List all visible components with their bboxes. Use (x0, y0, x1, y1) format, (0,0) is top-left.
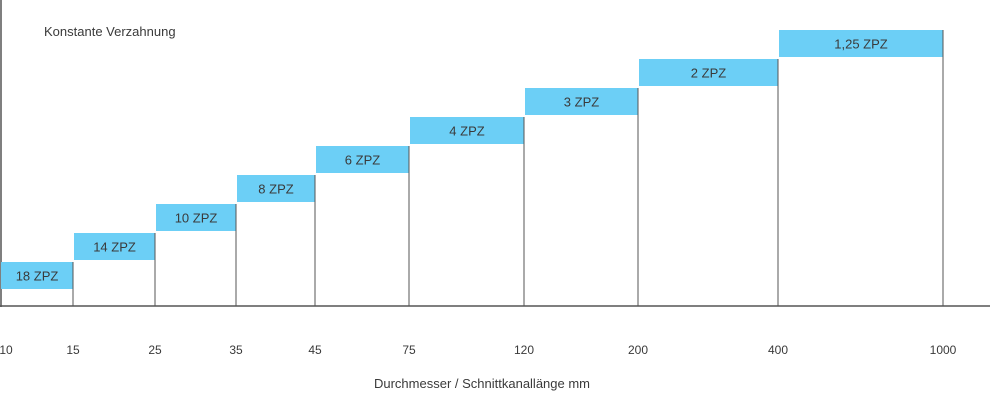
bar-label: 14 ZPZ (93, 240, 136, 255)
bar-label: 2 ZPZ (691, 66, 726, 81)
bar (639, 59, 778, 86)
bar-label: 3 ZPZ (564, 95, 599, 110)
x-tick-label: 45 (308, 343, 322, 357)
bar (237, 175, 315, 202)
bar-label: 4 ZPZ (449, 124, 484, 139)
x-tick-label: 25 (148, 343, 162, 357)
bar-label: 6 ZPZ (345, 153, 380, 168)
bar-label: 1,25 ZPZ (834, 37, 888, 52)
x-tick-label: 1000 (930, 343, 957, 357)
x-tick-label: 35 (229, 343, 243, 357)
x-tick-label: 400 (768, 343, 788, 357)
x-tick-label: 10 (0, 343, 13, 357)
bar-label: 8 ZPZ (258, 182, 293, 197)
bar (525, 88, 638, 115)
chart-title: Konstante Verzahnung (44, 24, 176, 39)
bars-group: 18 ZPZ 14 ZPZ 10 ZPZ 8 ZPZ 6 ZPZ 4 ZPZ 3 ZPZ 2 … (1, 30, 944, 306)
bar (156, 204, 236, 231)
x-tick-labels: 10 15 25 35 45 75 120 200 400 1000 (0, 343, 957, 357)
x-tick-label: 75 (402, 343, 416, 357)
bar-label: 10 ZPZ (175, 211, 218, 226)
bar-label: 18 ZPZ (16, 269, 59, 284)
x-axis-label: Durchmesser / Schnittkanallänge mm (374, 376, 590, 391)
bar (779, 30, 943, 57)
bar (74, 233, 155, 260)
bar (1, 262, 73, 289)
x-tick-label: 120 (514, 343, 534, 357)
bar (316, 146, 409, 173)
x-tick-label: 15 (66, 343, 80, 357)
x-tick-label: 200 (628, 343, 648, 357)
bar (410, 117, 524, 144)
